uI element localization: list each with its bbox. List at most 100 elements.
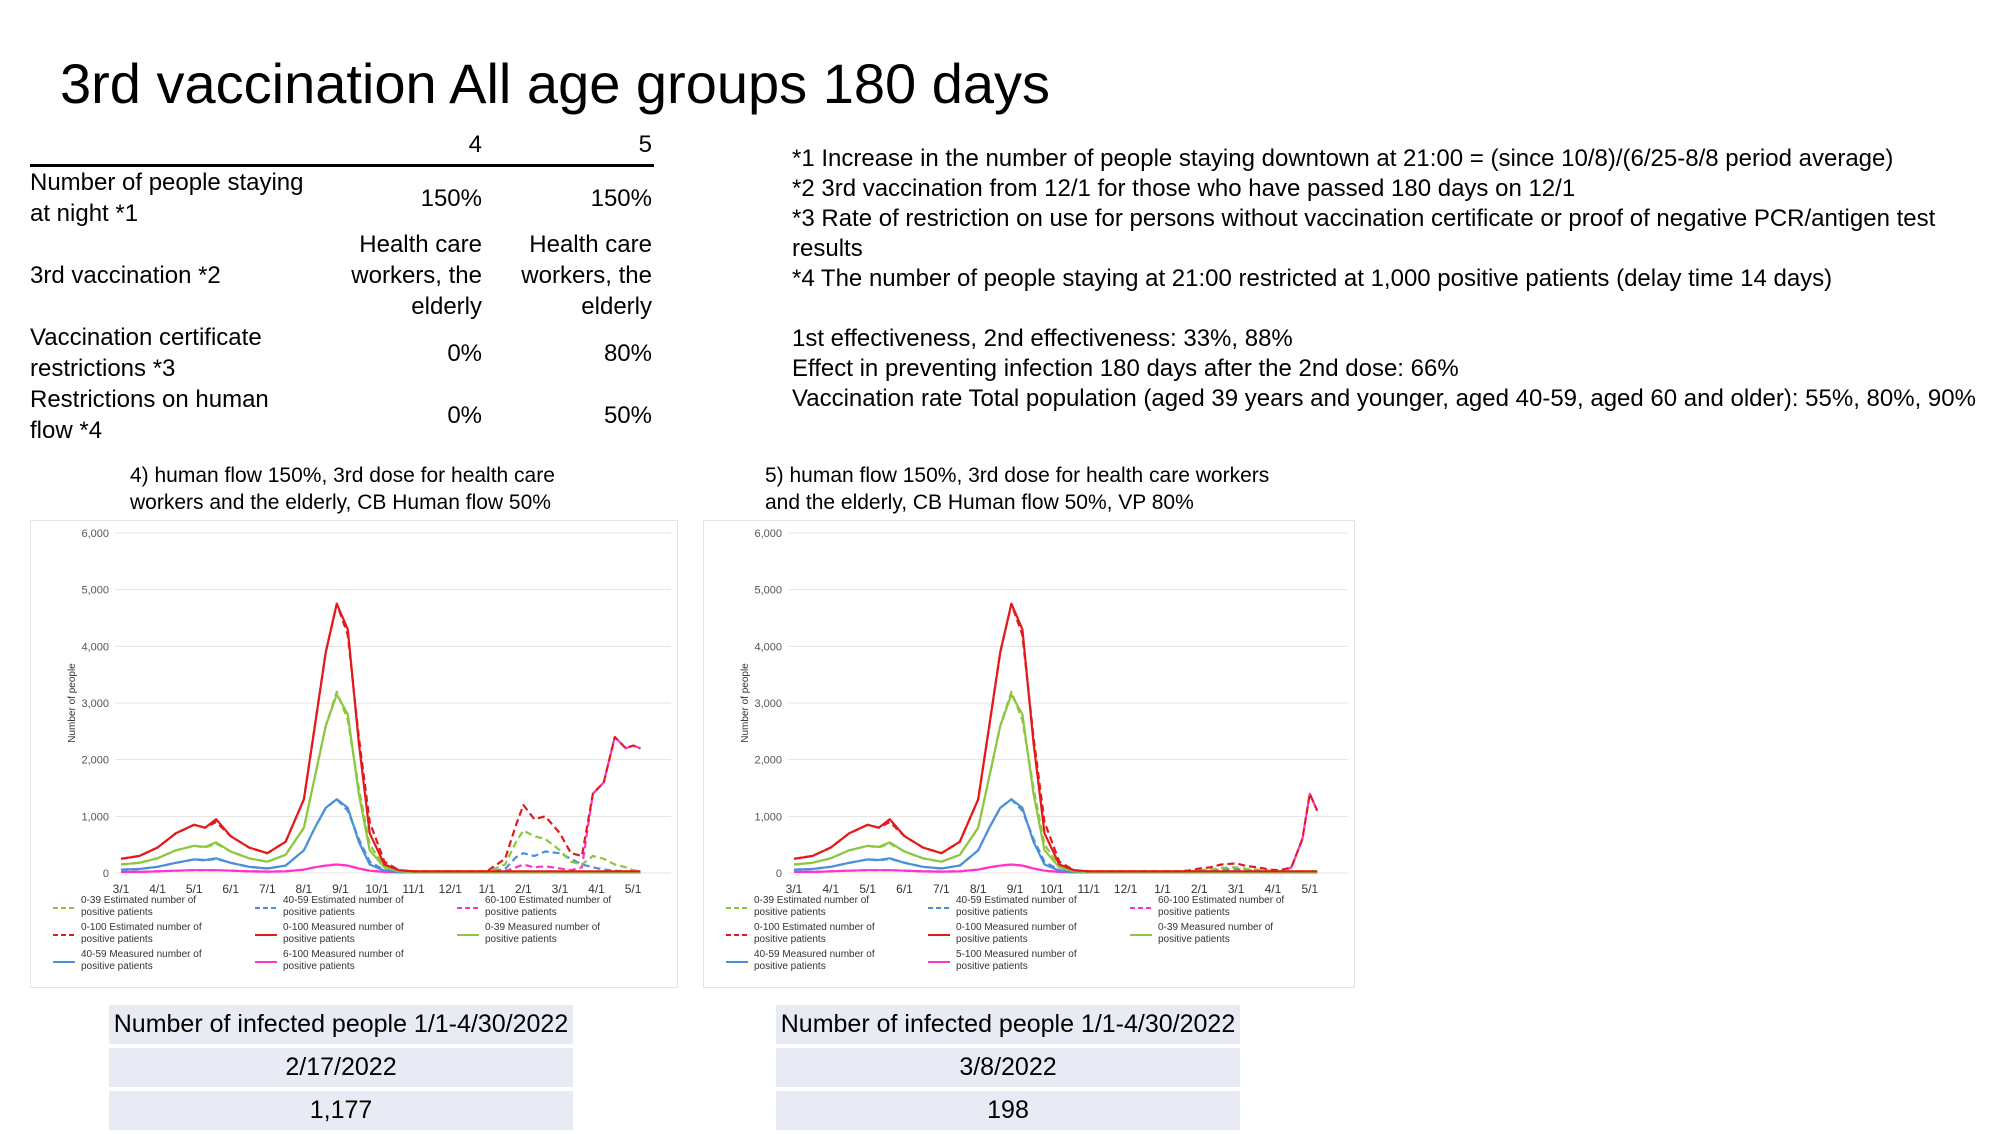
- y-axis-label: Number of people: [67, 663, 78, 743]
- chart-title-4: 4) human flow 150%, 3rd dose for health …: [130, 462, 555, 516]
- note-vaccination-rate: Vaccination rate Total population (aged …: [792, 385, 1976, 412]
- series-line-e60: [121, 735, 641, 874]
- result-peak-date: 3/8/2022: [776, 1048, 1240, 1087]
- note-3: *3 Rate of restriction on use for person…: [792, 205, 1936, 262]
- legend-label: 0-100 Measured number of: [956, 922, 1077, 933]
- x-tick-label: 5/1: [859, 882, 876, 896]
- y-tick-label: 4,000: [81, 641, 109, 653]
- result-infected-count: 198: [776, 1091, 1240, 1130]
- y-tick-label: 5,000: [81, 585, 109, 597]
- legend-label: positive patients: [485, 934, 557, 945]
- y-tick-label: 5,000: [754, 585, 782, 597]
- note-2: *2 3rd vaccination from 12/1 for those w…: [792, 175, 1576, 202]
- y-tick-label: 2,000: [81, 755, 109, 767]
- x-tick-label: 4/1: [588, 882, 605, 896]
- table-header-scenario-4: 4: [468, 131, 482, 158]
- result-header: Number of infected people 1/1-4/30/2022: [776, 1005, 1240, 1044]
- y-axis-label: Number of people: [740, 663, 751, 743]
- legend-label: 0-100 Measured number of: [283, 922, 404, 933]
- x-tick-label: 8/1: [970, 882, 987, 896]
- legend-label: 0-100 Estimated number of: [81, 922, 202, 933]
- x-tick-label: 3/1: [552, 882, 569, 896]
- y-tick-label: 0: [776, 868, 782, 880]
- legend-label: positive patients: [283, 907, 355, 918]
- y-tick-label: 0: [103, 868, 109, 880]
- x-tick-label: 8/1: [296, 882, 313, 896]
- footnotes: *1 Increase in the number of people stay…: [792, 144, 1982, 414]
- x-tick-label: 9/1: [1007, 882, 1024, 896]
- y-tick-label: 1,000: [81, 811, 109, 823]
- x-tick-label: 2/1: [1191, 882, 1208, 896]
- legend-label: 0-39 Estimated number of: [754, 895, 869, 906]
- legend-label: 40-59 Measured number of: [754, 949, 875, 960]
- x-tick-label: 5/1: [625, 882, 642, 896]
- x-tick-label: 7/1: [933, 882, 950, 896]
- x-tick-label: 3/1: [113, 882, 130, 896]
- table-header-row: 4 5: [30, 128, 654, 166]
- table-header-scenario-5: 5: [638, 131, 652, 158]
- cell-value: 150%: [420, 184, 482, 212]
- cell-value: 150%: [590, 184, 652, 212]
- chart-title-line: 4) human flow 150%, 3rd dose for health …: [130, 464, 555, 487]
- x-tick-label: 4/1: [149, 882, 166, 896]
- x-tick-label: 2/1: [515, 882, 532, 896]
- legend-label: positive patients: [485, 907, 557, 918]
- legend-label: 0-39 Measured number of: [485, 922, 600, 933]
- legend-label: positive patients: [956, 907, 1028, 918]
- note-4: *4 The number of people staying at 21:00…: [792, 265, 1833, 292]
- legend-label: 60-100 Estimated number of: [1158, 895, 1284, 906]
- x-tick-label: 10/1: [365, 882, 389, 896]
- row-label-staying-at-night: Number of people staying at night *1: [30, 169, 304, 227]
- x-tick-label: 5/1: [186, 882, 203, 896]
- line-chart-5: 0 1,000 2,000 3,000 4,000 5,000 6,000 Number of…: [726, 528, 1348, 972]
- note-effect-180-days: Effect in preventing infection 180 days …: [792, 355, 1459, 382]
- x-tick-label: 9/1: [332, 882, 349, 896]
- result-box-5: Number of infected people 1/1-4/30/2022 …: [776, 1005, 1240, 1134]
- row-label-3rd-vaccination: 3rd vaccination *2: [30, 262, 221, 289]
- series-line-m0100: [793, 602, 1318, 873]
- legend-label: positive patients: [956, 934, 1028, 945]
- legend-label: positive patients: [754, 934, 826, 945]
- note-1: *1 Increase in the number of people stay…: [792, 145, 1894, 172]
- series-line-e0100: [120, 602, 641, 873]
- cell-value: Health care workers, the elderly: [521, 231, 652, 320]
- legend-label: 0-39 Estimated number of: [81, 895, 196, 906]
- series-line-e0100: [793, 602, 1319, 873]
- x-tick-label: 6/1: [896, 882, 913, 896]
- legend-label: 0-100 Estimated number of: [754, 922, 875, 933]
- series-line-m0100: [120, 602, 641, 873]
- legend-label: 6-100 Measured number of: [283, 949, 404, 960]
- x-tick-label: 1/1: [478, 882, 495, 896]
- legend-label: 40-59 Estimated number of: [283, 895, 404, 906]
- x-tick-label: 3/1: [1228, 882, 1245, 896]
- table-row: Vaccination certificate restrictions *3 …: [30, 322, 654, 384]
- cell-value: 0%: [447, 339, 482, 367]
- series-line-m039: [793, 693, 1318, 873]
- result-box-4: Number of infected people 1/1-4/30/2022 …: [109, 1005, 573, 1134]
- legend-label: 40-59 Measured number of: [81, 949, 202, 960]
- series-line-e039: [120, 690, 641, 873]
- legend-label: positive patients: [283, 961, 355, 972]
- series-line-e039: [793, 690, 1318, 873]
- legend-label: positive patients: [754, 907, 826, 918]
- page-title: 3rd vaccination All age groups 180 days: [60, 52, 1050, 115]
- legend-label: positive patients: [81, 907, 153, 918]
- legend-label: positive patients: [754, 961, 826, 972]
- x-tick-label: 12/1: [1114, 882, 1138, 896]
- x-tick-label: 11/1: [1078, 882, 1101, 896]
- row-label-human-flow-restrictions: Restrictions on human flow *4: [30, 386, 269, 444]
- note-effectiveness: 1st effectiveness, 2nd effectiveness: 33…: [792, 325, 1293, 352]
- y-tick-label: 6,000: [81, 528, 109, 540]
- table-row: Number of people staying at night *1 150…: [30, 166, 654, 230]
- legend-label: 40-59 Estimated number of: [956, 895, 1077, 906]
- legend-label: positive patients: [1158, 907, 1230, 918]
- legend-label: 5-100 Measured number of: [956, 949, 1077, 960]
- x-tick-label: 1/1: [1154, 882, 1171, 896]
- table-row: Restrictions on human flow *4 0% 50%: [30, 384, 654, 446]
- chart-5: 0 1,000 2,000 3,000 4,000 5,000 6,000 Number of…: [703, 520, 1355, 988]
- legend-label: positive patients: [956, 961, 1028, 972]
- result-header: Number of infected people 1/1-4/30/2022: [109, 1005, 573, 1044]
- x-tick-label: 4/1: [1265, 882, 1282, 896]
- y-tick-label: 2,000: [754, 755, 782, 767]
- x-tick-label: 12/1: [439, 882, 463, 896]
